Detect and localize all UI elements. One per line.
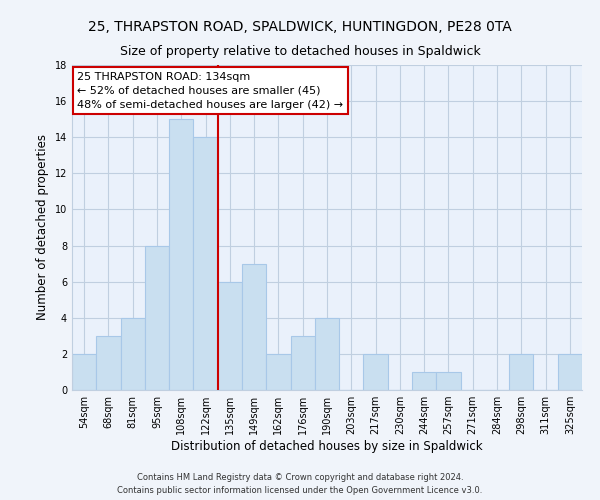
X-axis label: Distribution of detached houses by size in Spaldwick: Distribution of detached houses by size …	[171, 440, 483, 453]
Bar	[242, 264, 266, 390]
Text: Contains HM Land Registry data © Crown copyright and database right 2024.
Contai: Contains HM Land Registry data © Crown c…	[118, 474, 482, 495]
Bar	[364, 354, 388, 390]
Bar	[509, 354, 533, 390]
Bar	[412, 372, 436, 390]
Bar	[121, 318, 145, 390]
Bar	[436, 372, 461, 390]
Bar	[218, 282, 242, 390]
Bar	[290, 336, 315, 390]
Text: 25, THRAPSTON ROAD, SPALDWICK, HUNTINGDON, PE28 0TA: 25, THRAPSTON ROAD, SPALDWICK, HUNTINGDO…	[88, 20, 512, 34]
Bar	[96, 336, 121, 390]
Bar	[193, 137, 218, 390]
Y-axis label: Number of detached properties: Number of detached properties	[36, 134, 49, 320]
Text: 25 THRAPSTON ROAD: 134sqm
← 52% of detached houses are smaller (45)
48% of semi-: 25 THRAPSTON ROAD: 134sqm ← 52% of detac…	[77, 72, 343, 110]
Bar	[72, 354, 96, 390]
Bar	[145, 246, 169, 390]
Bar	[266, 354, 290, 390]
Bar	[169, 119, 193, 390]
Bar	[315, 318, 339, 390]
Bar	[558, 354, 582, 390]
Text: Size of property relative to detached houses in Spaldwick: Size of property relative to detached ho…	[119, 45, 481, 58]
